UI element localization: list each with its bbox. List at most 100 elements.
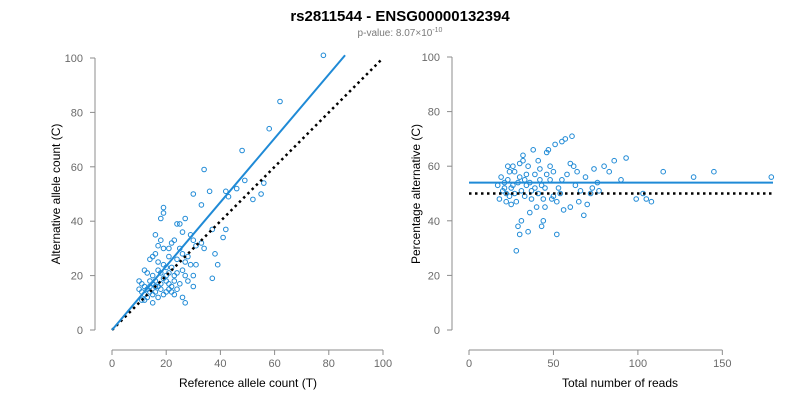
data-point: [596, 188, 602, 194]
data-point: [149, 272, 156, 279]
data-point: [160, 204, 167, 211]
data-point: [611, 157, 618, 164]
data-point: [547, 163, 553, 169]
data-point: [513, 198, 520, 205]
data-point: [139, 297, 145, 303]
data-point: [152, 289, 159, 295]
data-point: [182, 215, 188, 222]
data-point: [768, 174, 775, 180]
data-point: [160, 291, 167, 298]
data-point: [166, 286, 172, 293]
data-point: [537, 166, 543, 172]
x-tick-label: 100: [374, 358, 392, 370]
data-point: [155, 294, 161, 301]
data-point: [277, 98, 283, 105]
right-scatter-plot: 0 50 100 150 0 20 40 60 80 100 Total number of rea…: [409, 52, 775, 390]
data-point: [516, 174, 523, 180]
data-point: [261, 180, 267, 186]
data-point: [506, 193, 513, 199]
data-point: [508, 201, 515, 208]
data-point: [168, 289, 175, 295]
y-tick-label: 100: [65, 53, 83, 65]
data-point: [601, 163, 607, 169]
data-point: [530, 147, 537, 153]
y-tick-label: 40: [71, 216, 83, 228]
data-point: [136, 286, 142, 293]
data-point: [591, 166, 597, 172]
data-point: [559, 177, 565, 183]
x-axis-label: Reference allele count (T): [179, 376, 317, 390]
y-tick-label: 0: [77, 325, 83, 337]
data-point: [171, 237, 178, 243]
data-point: [581, 212, 587, 219]
data-point: [589, 185, 596, 191]
data-point: [506, 168, 513, 175]
data-point: [160, 210, 167, 216]
data-point: [158, 270, 164, 276]
data-point: [320, 52, 327, 59]
data-point: [166, 270, 172, 276]
data-point: [633, 196, 640, 202]
y-tick-label: 40: [428, 216, 440, 228]
data-point: [152, 283, 159, 290]
data-point: [163, 278, 169, 284]
data-point: [501, 185, 508, 191]
data-point: [179, 267, 186, 274]
data-point: [567, 204, 574, 210]
data-point: [494, 182, 501, 189]
data-point: [559, 138, 565, 145]
data-point: [554, 231, 560, 238]
x-tick-label: 40: [214, 358, 226, 370]
y-tick-label: 60: [428, 161, 440, 173]
data-point: [515, 223, 521, 230]
data-point: [520, 157, 526, 164]
y-tick-label: 100: [422, 52, 440, 64]
data-point: [570, 163, 577, 169]
data-point: [648, 198, 655, 205]
x-tick-label: 0: [466, 358, 472, 370]
data-point: [560, 207, 567, 213]
data-point: [152, 251, 159, 257]
data-point: [549, 196, 555, 202]
data-point: [171, 291, 178, 298]
y-axis-label: Percentage alternative (C): [409, 124, 423, 264]
data-point: [500, 188, 506, 194]
data-point: [533, 204, 540, 210]
data-point: [166, 281, 172, 287]
x-axis-label: Total number of reads: [562, 376, 678, 390]
data-point: [242, 177, 248, 184]
data-point: [584, 201, 591, 208]
data-point: [513, 248, 520, 254]
data-point: [498, 174, 504, 180]
data-point: [552, 141, 558, 148]
data-point: [518, 218, 525, 224]
data-point: [155, 259, 161, 265]
data-point: [174, 256, 180, 263]
data-point: [582, 174, 589, 180]
y-tick-label: 20: [71, 271, 83, 283]
data-point: [577, 188, 584, 194]
data-point: [606, 168, 613, 175]
data-point: [266, 125, 273, 132]
data-point: [214, 261, 221, 268]
data-point: [527, 209, 533, 216]
data-point: [177, 281, 183, 287]
data-point: [171, 278, 178, 284]
data-point: [190, 237, 197, 243]
data-point: [168, 240, 175, 246]
data-point: [155, 242, 161, 249]
data-point: [141, 283, 148, 290]
data-point: [545, 147, 552, 153]
data-point: [155, 267, 161, 274]
data-point: [538, 182, 545, 189]
data-point: [179, 294, 186, 301]
data-point: [542, 185, 548, 191]
left-scatter-plot: 0 20 40 60 80 100 0 20 40 60 80 100 Reference allele…: [49, 52, 392, 390]
data-point: [182, 300, 188, 306]
data-point: [547, 177, 553, 183]
data-point: [542, 204, 548, 210]
p-value-exponent: -10: [432, 27, 442, 34]
data-point: [540, 196, 547, 202]
data-point: [511, 168, 518, 175]
data-point: [643, 196, 650, 202]
